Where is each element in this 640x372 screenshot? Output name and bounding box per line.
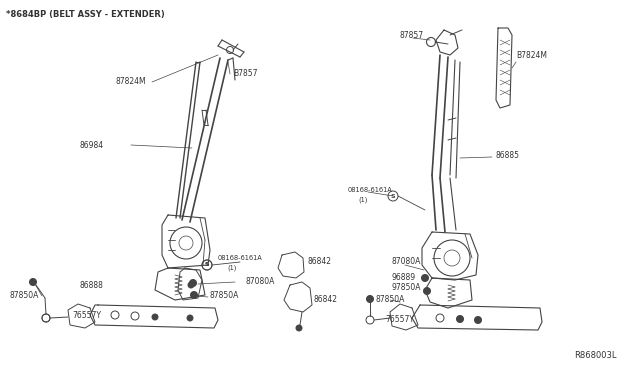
Text: 87850A: 87850A [10, 292, 40, 301]
Circle shape [456, 315, 463, 323]
Text: S: S [390, 193, 396, 199]
Circle shape [187, 315, 193, 321]
Text: (1): (1) [358, 197, 367, 203]
Text: 08168-6161A: 08168-6161A [348, 187, 393, 193]
Text: 76557Y: 76557Y [385, 315, 414, 324]
Text: 87857: 87857 [400, 32, 424, 41]
Text: S: S [205, 263, 209, 267]
Circle shape [152, 314, 158, 320]
Text: 86888: 86888 [80, 280, 104, 289]
Circle shape [188, 282, 194, 288]
Text: 86885: 86885 [495, 151, 519, 160]
Circle shape [296, 325, 302, 331]
Text: 87850A: 87850A [375, 295, 404, 305]
Circle shape [422, 275, 429, 282]
Text: B7857: B7857 [233, 70, 257, 78]
Circle shape [424, 288, 431, 295]
Text: 87850A: 87850A [210, 292, 239, 301]
Text: R868003L: R868003L [574, 350, 616, 359]
Circle shape [474, 317, 481, 324]
Circle shape [189, 279, 196, 286]
Text: 08168-6161A: 08168-6161A [218, 255, 263, 261]
Text: 87080A: 87080A [245, 278, 275, 286]
Text: (1): (1) [227, 265, 236, 271]
Text: S: S [205, 263, 209, 267]
Circle shape [29, 279, 36, 285]
Text: 86842: 86842 [314, 295, 338, 305]
Text: 86842: 86842 [308, 257, 332, 266]
Text: 96889: 96889 [392, 273, 416, 282]
Text: B7824M: B7824M [516, 51, 547, 60]
Circle shape [367, 295, 374, 302]
Text: 86984: 86984 [80, 141, 104, 150]
Text: 97850A: 97850A [392, 283, 422, 292]
Text: 87824M: 87824M [116, 77, 147, 87]
Text: *8684BP (BELT ASSY - EXTENDER): *8684BP (BELT ASSY - EXTENDER) [6, 10, 164, 19]
Circle shape [191, 292, 198, 298]
Text: 76557Y: 76557Y [72, 311, 101, 321]
Text: 87080A: 87080A [392, 257, 421, 266]
